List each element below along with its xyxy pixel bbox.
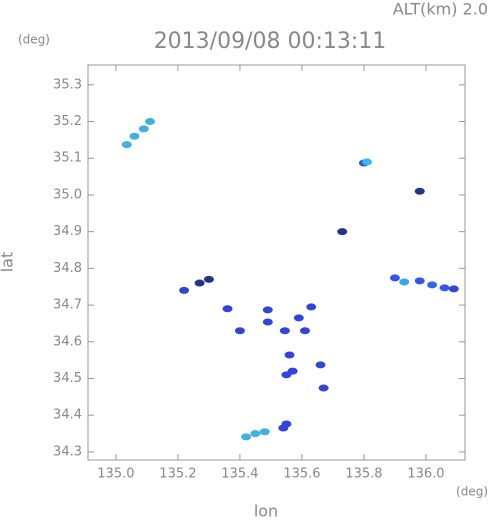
echo bbox=[234, 327, 245, 335]
y-tick-label: 34.6 bbox=[53, 334, 82, 349]
x-unit: (deg) bbox=[456, 485, 488, 499]
y-label: lat bbox=[0, 252, 17, 273]
y-tick-label: 35.2 bbox=[53, 114, 82, 129]
plot-frame bbox=[87, 64, 466, 461]
echo bbox=[399, 278, 410, 286]
altitude-label: ALT(km) 2.0 bbox=[393, 0, 488, 19]
x-tick-label: 135.4 bbox=[221, 467, 258, 482]
echo bbox=[284, 351, 295, 359]
echo bbox=[262, 306, 273, 314]
echo bbox=[241, 433, 252, 441]
y-tick-label: 34.5 bbox=[53, 371, 82, 386]
y-tick-label: 34.8 bbox=[53, 261, 82, 276]
echo bbox=[222, 305, 233, 313]
echo bbox=[414, 187, 425, 195]
echo bbox=[318, 384, 329, 392]
echo bbox=[262, 318, 273, 326]
echo bbox=[250, 430, 261, 438]
echo bbox=[362, 158, 373, 166]
x-tick-label: 135.2 bbox=[159, 467, 196, 482]
echo bbox=[259, 428, 270, 436]
y-tick-label: 35.1 bbox=[53, 151, 82, 166]
echo bbox=[179, 286, 190, 294]
y-tick-label: 34.9 bbox=[53, 224, 82, 239]
echo bbox=[194, 279, 205, 287]
y-tick-label: 34.3 bbox=[53, 444, 82, 459]
echo bbox=[300, 327, 311, 335]
y-tick-label: 35.3 bbox=[53, 77, 82, 92]
echo bbox=[427, 281, 438, 289]
echo bbox=[129, 132, 140, 140]
y-tick-label: 34.4 bbox=[53, 408, 82, 423]
echo bbox=[279, 327, 290, 335]
echo bbox=[337, 228, 348, 236]
x-label: lon bbox=[254, 502, 278, 521]
echo bbox=[414, 277, 425, 285]
echo bbox=[145, 118, 156, 126]
chart-title: 2013/09/08 00:13:11 bbox=[154, 29, 387, 54]
echo bbox=[439, 284, 450, 292]
y-tick-label: 34.7 bbox=[53, 298, 82, 313]
x-tick-label: 135.6 bbox=[283, 467, 320, 482]
echo bbox=[121, 141, 132, 149]
echo bbox=[278, 424, 289, 432]
x-tick-label: 135.8 bbox=[345, 467, 382, 482]
echo bbox=[389, 274, 400, 282]
y-tick-label: 35.0 bbox=[53, 187, 82, 202]
echo bbox=[306, 303, 317, 311]
echo bbox=[293, 314, 304, 322]
echo bbox=[138, 125, 149, 133]
echo bbox=[203, 275, 214, 283]
echo bbox=[315, 361, 326, 369]
x-tick-label: 136.0 bbox=[407, 467, 444, 482]
echo bbox=[287, 367, 298, 375]
x-tick-label: 135.0 bbox=[97, 467, 134, 482]
y-unit: (deg) bbox=[18, 33, 50, 47]
echo bbox=[448, 285, 459, 293]
